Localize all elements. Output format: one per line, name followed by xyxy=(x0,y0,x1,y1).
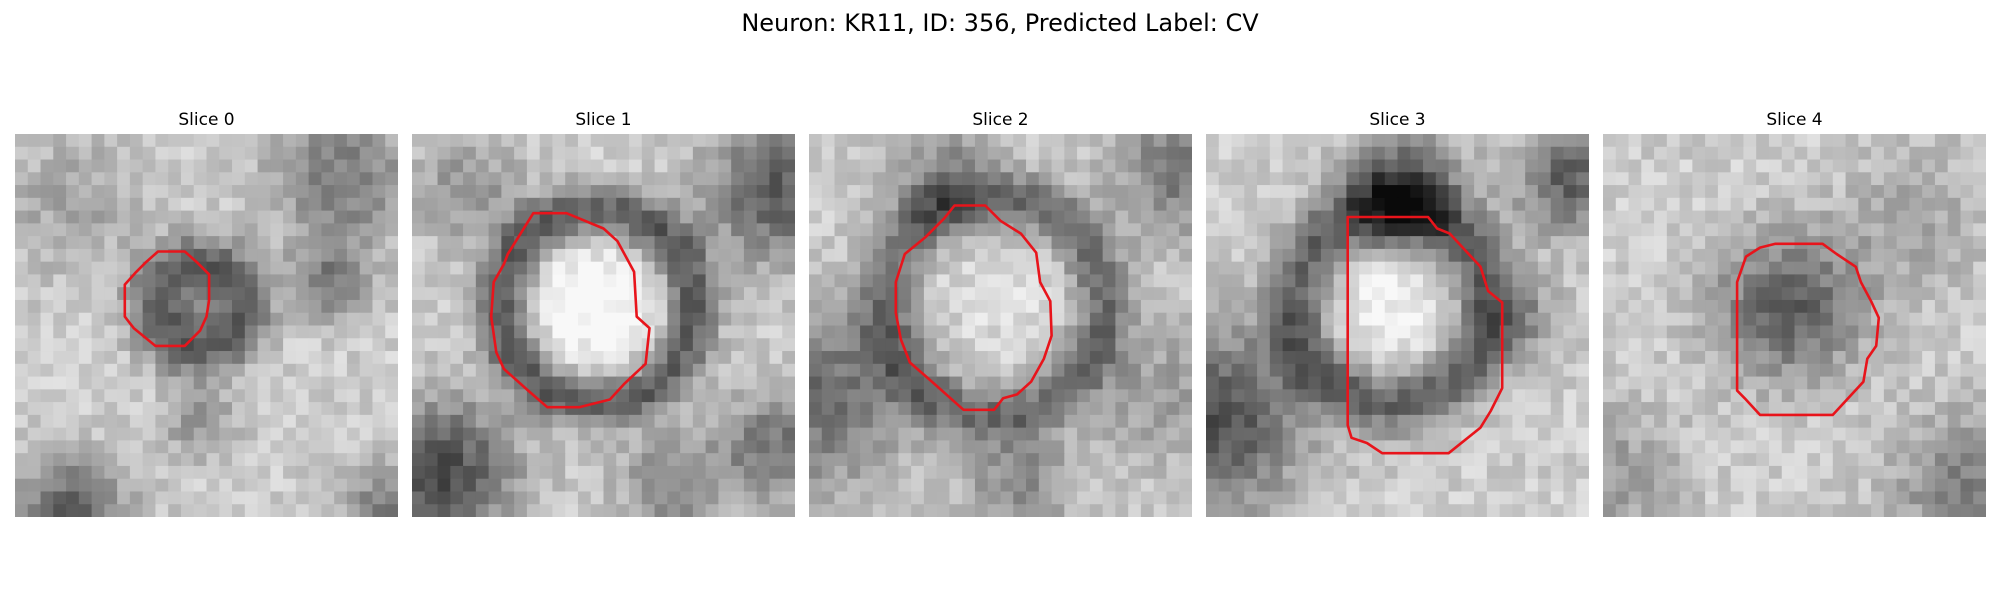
figure-title: Neuron: KR11, ID: 356, Predicted Label: … xyxy=(741,9,1259,37)
roi-contour-4 xyxy=(1735,242,1881,417)
roi-contour-3 xyxy=(1346,215,1504,455)
slice-image-1 xyxy=(412,134,795,517)
slice-panel-0: Slice 0 xyxy=(15,108,398,517)
slice-panel-1: Slice 1 xyxy=(412,108,795,517)
slice-image-4 xyxy=(1603,134,1986,517)
slice-title-2: Slice 2 xyxy=(972,110,1029,130)
slice-title-0: Slice 0 xyxy=(178,110,235,130)
roi-contour-2 xyxy=(894,204,1053,412)
slice-title-3: Slice 3 xyxy=(1369,110,1426,130)
slice-image-0 xyxy=(15,134,398,517)
slice-panel-4: Slice 4 xyxy=(1603,108,1986,517)
roi-contour-0 xyxy=(123,250,211,348)
slice-title-4: Slice 4 xyxy=(1766,110,1823,130)
roi-contour-1 xyxy=(489,211,651,409)
slice-title-1: Slice 1 xyxy=(575,110,632,130)
slice-panel-2: Slice 2 xyxy=(809,108,1192,517)
slice-image-2 xyxy=(809,134,1192,517)
slice-image-3 xyxy=(1206,134,1589,517)
slice-panel-3: Slice 3 xyxy=(1206,108,1589,517)
